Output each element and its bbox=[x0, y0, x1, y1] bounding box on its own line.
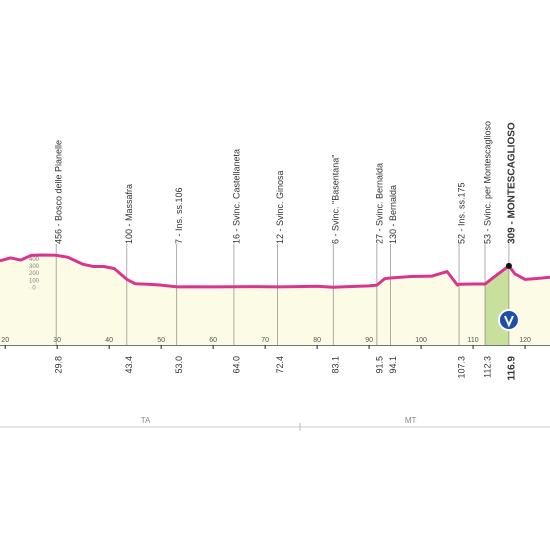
x-tick-label: 110 bbox=[467, 337, 478, 344]
gpm-icon-mark bbox=[504, 315, 514, 328]
waypoint-km: 83.1 bbox=[331, 356, 341, 374]
x-tick-label: 30 bbox=[53, 337, 61, 344]
profile-line bbox=[0, 253, 550, 289]
waypoint-km: 53.0 bbox=[174, 356, 184, 374]
waypoint-km: 125.1 bbox=[549, 356, 550, 379]
province-label: TA bbox=[141, 416, 151, 425]
waypoint-km: 94.1 bbox=[388, 356, 398, 374]
y-tick-label: 400 bbox=[29, 257, 40, 263]
x-tick-label: 100 bbox=[415, 337, 427, 344]
x-tick-label: 70 bbox=[261, 337, 269, 344]
x-tick-label: 60 bbox=[209, 337, 217, 344]
waypoint-km: 107.3 bbox=[456, 356, 466, 379]
x-tick-label: 120 bbox=[519, 337, 531, 344]
area-fill bbox=[0, 255, 550, 345]
y-tick-label: 300 bbox=[29, 264, 40, 270]
x-tick-label: 20 bbox=[1, 337, 9, 344]
waypoint-km: 29.8 bbox=[54, 356, 64, 374]
x-tick-label: 80 bbox=[313, 337, 321, 344]
waypoint-km: 72.4 bbox=[275, 356, 285, 374]
gpm-icon bbox=[497, 309, 520, 331]
waypoint-km: 43.4 bbox=[124, 356, 134, 374]
y-tick-label: 100 bbox=[29, 278, 40, 284]
summit-dot bbox=[505, 262, 512, 269]
waypoint-label: 16 - Svinc. Castellaneta bbox=[231, 149, 241, 244]
waypoint-km: 64.0 bbox=[231, 356, 241, 374]
x-tick-label: 50 bbox=[157, 337, 165, 344]
waypoint-label: 130 - Bernalda bbox=[388, 185, 398, 244]
waypoint-label: 12 - Svinc. Ginosa bbox=[275, 170, 285, 244]
climb-fill bbox=[485, 265, 509, 345]
waypoint-label: 6 - Svinc. "Basentana" bbox=[331, 155, 341, 244]
waypoint-label: 27 - Svinc. Bernalda bbox=[374, 163, 384, 244]
waypoint-km: 91.5 bbox=[374, 356, 384, 374]
waypoint-label: 309 - MONTESCAGLIOSO bbox=[507, 122, 518, 244]
waypoint-km: 112.3 bbox=[482, 356, 492, 378]
waypoint-label: 100 - Massafra bbox=[124, 184, 134, 244]
waypoint-label: 52 - Ins. ss.175 bbox=[456, 182, 466, 244]
y-tick-label: 200 bbox=[29, 271, 40, 277]
waypoint-label: 142 - Borgo dei Monaci bbox=[549, 151, 550, 244]
x-tick-label: 40 bbox=[105, 337, 113, 344]
waypoint-label: 7 - Ins. ss.106 bbox=[174, 187, 184, 244]
waypoint-km: 116.9 bbox=[507, 356, 518, 381]
waypoint-label: 53 - Svinc. per Montescaglioso bbox=[482, 121, 492, 244]
x-tick-label: 90 bbox=[365, 337, 373, 344]
province-label: MT bbox=[405, 416, 417, 425]
waypoint-label: 456 - Bosco delle Pianelle bbox=[54, 140, 64, 244]
y-tick-label: 0 bbox=[32, 286, 36, 292]
